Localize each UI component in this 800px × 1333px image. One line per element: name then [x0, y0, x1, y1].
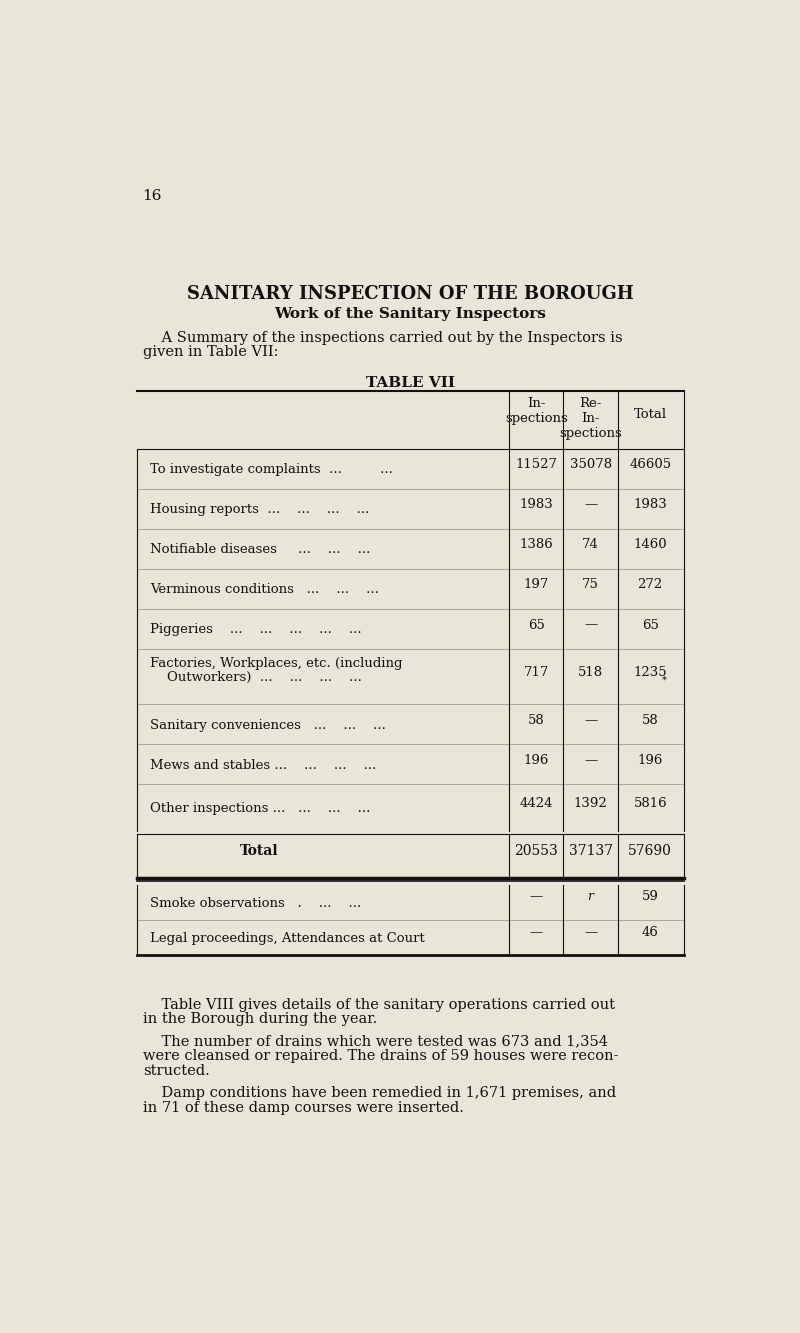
Text: 197: 197 [524, 579, 549, 592]
Text: 74: 74 [582, 539, 599, 552]
Text: Factories, Workplaces, etc. (including: Factories, Workplaces, etc. (including [150, 657, 403, 669]
Text: Damp conditions have been remedied in 1,671 premises, and: Damp conditions have been remedied in 1,… [142, 1086, 616, 1100]
Text: 57690: 57690 [628, 844, 672, 857]
Text: —: — [584, 499, 597, 512]
Text: Legal proceedings, Attendances at Court: Legal proceedings, Attendances at Court [150, 932, 425, 945]
Text: 1460: 1460 [634, 539, 667, 552]
Text: given in Table VII:: given in Table VII: [142, 345, 278, 359]
Text: In-
spections: In- spections [505, 397, 568, 425]
Text: A Summary of the inspections carried out by the Inspectors is: A Summary of the inspections carried out… [142, 331, 622, 345]
Text: 20553: 20553 [514, 844, 558, 857]
Text: Total: Total [239, 844, 278, 857]
Text: 1983: 1983 [519, 499, 554, 512]
Text: —: — [530, 926, 543, 938]
Text: 1235: 1235 [634, 666, 667, 680]
Text: 272: 272 [638, 579, 663, 592]
Text: TABLE VII: TABLE VII [366, 376, 454, 389]
Text: Notifiable diseases     ...    ...    ...: Notifiable diseases ... ... ... [150, 544, 370, 556]
Text: 65: 65 [528, 619, 545, 632]
Text: The number of drains which were tested was 673 and 1,354: The number of drains which were tested w… [142, 1034, 608, 1049]
Text: *: * [662, 676, 666, 685]
Text: Work of the Sanitary Inspectors: Work of the Sanitary Inspectors [274, 307, 546, 321]
Text: 5816: 5816 [634, 797, 667, 810]
Text: 1386: 1386 [519, 539, 554, 552]
Text: in 71 of these damp courses were inserted.: in 71 of these damp courses were inserte… [142, 1101, 463, 1114]
Text: 46605: 46605 [629, 459, 671, 472]
Text: Table VIII gives details of the sanitary operations carried out: Table VIII gives details of the sanitary… [142, 997, 614, 1012]
Text: were cleansed or repaired. The drains of 59 houses were recon-: were cleansed or repaired. The drains of… [142, 1049, 618, 1064]
Text: 37137: 37137 [569, 844, 613, 857]
Text: 1983: 1983 [634, 499, 667, 512]
Text: Piggeries    ...    ...    ...    ...    ...: Piggeries ... ... ... ... ... [150, 624, 362, 636]
Text: 46: 46 [642, 926, 658, 938]
Text: 717: 717 [524, 666, 549, 680]
Text: 1392: 1392 [574, 797, 607, 810]
Text: r: r [587, 890, 594, 904]
Text: 75: 75 [582, 579, 599, 592]
Text: 11527: 11527 [515, 459, 558, 472]
Text: —: — [584, 619, 597, 632]
Text: Re-
In-
spections: Re- In- spections [559, 397, 622, 440]
Text: Total: Total [634, 408, 667, 421]
Text: —: — [584, 754, 597, 766]
Text: 518: 518 [578, 666, 603, 680]
Text: Other inspections ...   ...    ...    ...: Other inspections ... ... ... ... [150, 802, 370, 816]
Text: 4424: 4424 [519, 797, 553, 810]
Text: Verminous conditions   ...    ...    ...: Verminous conditions ... ... ... [150, 584, 379, 596]
Text: —: — [584, 926, 597, 938]
Text: Housing reports  ...    ...    ...    ...: Housing reports ... ... ... ... [150, 504, 370, 516]
Text: 196: 196 [638, 754, 663, 766]
Text: —: — [530, 890, 543, 904]
Text: 65: 65 [642, 619, 658, 632]
Text: —: — [584, 714, 597, 726]
Text: 58: 58 [642, 714, 658, 726]
Text: 59: 59 [642, 890, 658, 904]
Text: Outworkers)  ...    ...    ...    ...: Outworkers) ... ... ... ... [150, 670, 362, 684]
Text: Mews and stables ...    ...    ...    ...: Mews and stables ... ... ... ... [150, 758, 377, 772]
Text: in the Borough during the year.: in the Borough during the year. [142, 1012, 377, 1026]
Text: 58: 58 [528, 714, 545, 726]
Text: 35078: 35078 [570, 459, 612, 472]
Text: 16: 16 [142, 189, 162, 203]
Text: 196: 196 [524, 754, 549, 766]
Text: Sanitary conveniences   ...    ...    ...: Sanitary conveniences ... ... ... [150, 718, 386, 732]
Text: Smoke observations   .    ...    ...: Smoke observations . ... ... [150, 897, 362, 910]
Text: structed.: structed. [142, 1064, 210, 1078]
Text: To investigate complaints  ...         ...: To investigate complaints ... ... [150, 464, 394, 476]
Text: SANITARY INSPECTION OF THE BOROUGH: SANITARY INSPECTION OF THE BOROUGH [186, 285, 634, 304]
